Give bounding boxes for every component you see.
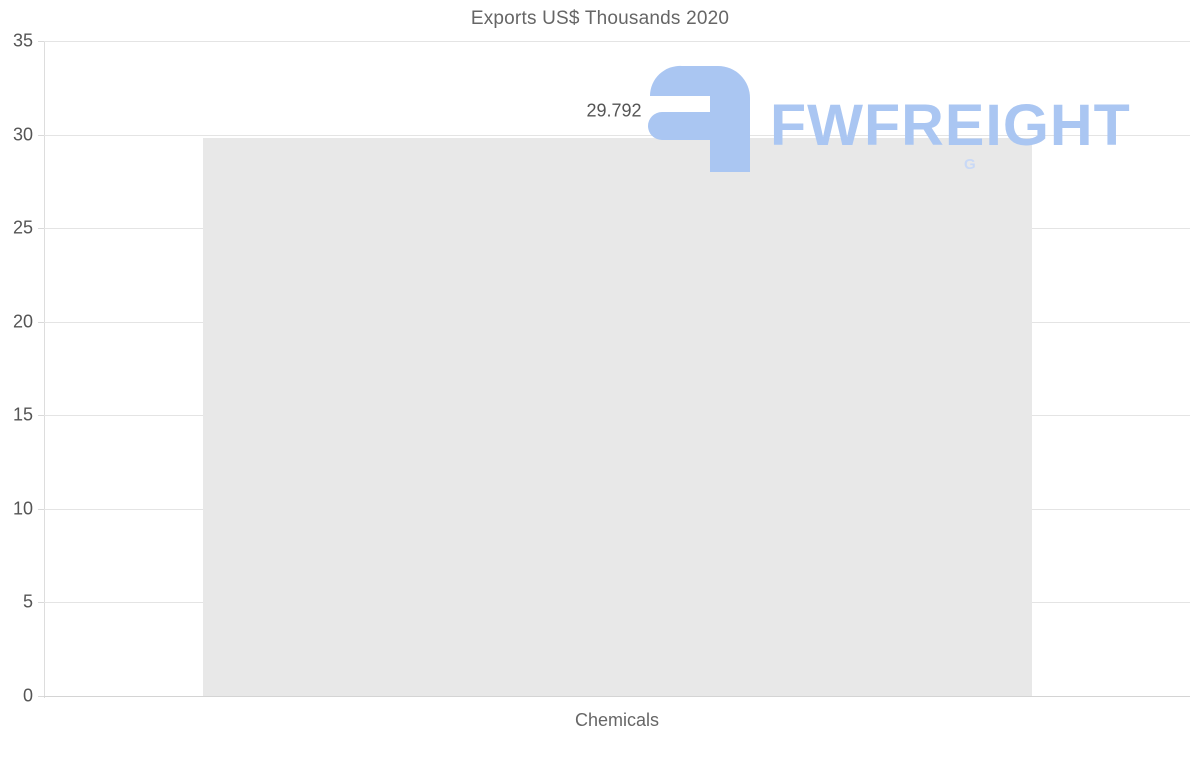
y-axis-tick-label: 25 (12, 217, 33, 238)
y-axis-tick (38, 321, 44, 323)
y-axis-tick (38, 508, 44, 510)
y-axis-tick (38, 134, 44, 136)
y-axis-tick-label: 0 (22, 685, 33, 706)
bar-value-label: 29.792 (586, 100, 642, 121)
bar[interactable] (202, 138, 1032, 696)
y-axis-tick (38, 696, 44, 697)
y-axis-tick-label: 15 (12, 404, 33, 425)
y-axis-tick (38, 41, 44, 42)
y-axis-line (44, 41, 45, 698)
y-axis-tick-label: 30 (12, 124, 33, 145)
y-axis-tick-label: 5 (22, 591, 33, 612)
y-axis-tick (38, 415, 44, 417)
gridline (44, 696, 1190, 697)
x-axis-category-label: Chemicals (574, 710, 660, 730)
chart-title: Exports US$ Thousands 2020 (470, 8, 730, 29)
y-axis-tick-label: 35 (12, 30, 33, 51)
gridline (44, 41, 1190, 42)
y-axis-tick-label: 10 (12, 498, 33, 519)
gridline (44, 134, 1190, 136)
y-axis-tick-label: 20 (12, 311, 33, 332)
y-axis-tick (38, 228, 44, 230)
y-axis-tick (38, 602, 44, 604)
